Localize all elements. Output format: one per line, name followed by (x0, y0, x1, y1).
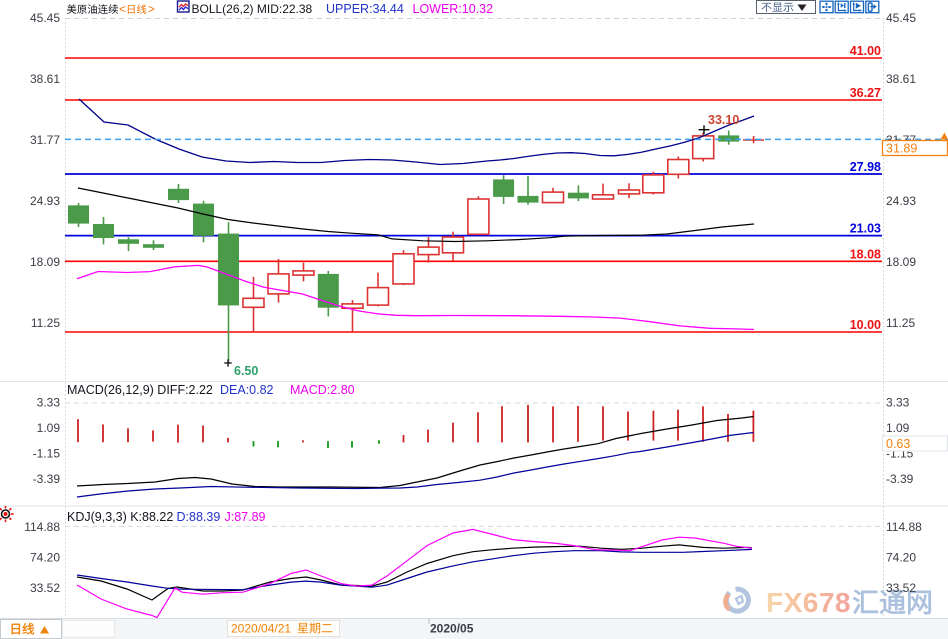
svg-text:74.20: 74.20 (30, 551, 60, 565)
svg-text:D:88.39: D:88.39 (177, 510, 221, 524)
svg-text:DEA:0.82: DEA:0.82 (220, 383, 274, 397)
svg-text:LOWER:10.32: LOWER:10.32 (413, 2, 494, 16)
svg-text:45.45: 45.45 (30, 11, 60, 25)
svg-text:2020/04/21: 2020/04/21 (231, 622, 291, 636)
svg-text:114.88: 114.88 (24, 520, 60, 534)
svg-text:31.89: 31.89 (886, 142, 917, 156)
svg-text:24.93: 24.93 (30, 194, 60, 208)
svg-text:33.52: 33.52 (886, 581, 916, 595)
svg-text:41.00: 41.00 (850, 44, 881, 58)
svg-text:J:87.89: J:87.89 (225, 510, 266, 524)
svg-text:10.00: 10.00 (850, 318, 881, 332)
svg-text:45.45: 45.45 (886, 11, 916, 25)
svg-text:38.61: 38.61 (30, 72, 60, 86)
svg-text:KDJ(9,3,3) K:88.22: KDJ(9,3,3) K:88.22 (67, 510, 173, 524)
svg-text:36.27: 36.27 (850, 86, 881, 100)
svg-text:3.33: 3.33 (886, 396, 910, 410)
svg-text:BOLL(26,2) MID:22.38: BOLL(26,2) MID:22.38 (192, 2, 313, 16)
svg-text:74.20: 74.20 (886, 551, 916, 565)
svg-text:-3.39: -3.39 (886, 472, 914, 486)
svg-text:24.93: 24.93 (886, 194, 916, 208)
svg-text:33.10: 33.10 (708, 113, 739, 127)
svg-text:2020/05: 2020/05 (430, 622, 474, 636)
svg-text:114.88: 114.88 (886, 520, 922, 534)
svg-text:1.09: 1.09 (886, 421, 910, 435)
svg-text:21.03: 21.03 (850, 222, 881, 236)
svg-text:UPPER:34.44: UPPER:34.44 (326, 2, 404, 16)
svg-text:31.77: 31.77 (30, 133, 60, 147)
svg-text:FX678: FX678 (766, 587, 851, 618)
svg-text:18.09: 18.09 (886, 255, 916, 269)
svg-text:-3.39: -3.39 (33, 472, 61, 486)
svg-text:18.09: 18.09 (30, 255, 60, 269)
svg-text:0.63: 0.63 (886, 437, 910, 451)
svg-text:<: < (119, 4, 126, 16)
svg-text:11.25: 11.25 (31, 316, 60, 330)
svg-text:38.61: 38.61 (886, 72, 916, 86)
svg-text:MACD(26,12,9) DIFF:2.22: MACD(26,12,9) DIFF:2.22 (67, 383, 213, 397)
svg-text:11.25: 11.25 (886, 316, 915, 330)
svg-text:MACD:2.80: MACD:2.80 (290, 383, 355, 397)
svg-text:18.08: 18.08 (850, 247, 881, 261)
svg-text:>: > (148, 4, 155, 16)
svg-text:3.33: 3.33 (37, 396, 61, 410)
svg-text:1.09: 1.09 (37, 421, 61, 435)
svg-text:33.52: 33.52 (30, 581, 60, 595)
svg-text:27.98: 27.98 (850, 160, 881, 174)
svg-text:6.50: 6.50 (234, 364, 258, 378)
svg-text:-1.15: -1.15 (33, 447, 61, 461)
